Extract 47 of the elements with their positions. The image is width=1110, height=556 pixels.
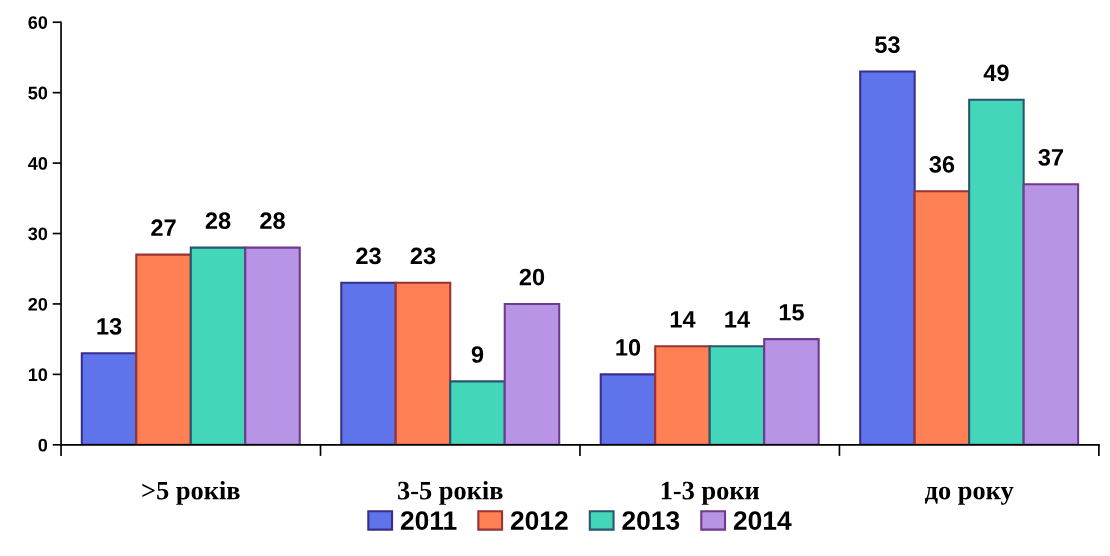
data-label: 13: [97, 317, 122, 335]
legend-label: 2012: [510, 511, 568, 530]
y-tick-label: 60: [28, 16, 48, 29]
data-label: 28: [205, 212, 231, 230]
data-label: 20: [519, 268, 545, 286]
data-label: 15: [779, 304, 804, 321]
legend-label: 2011: [400, 511, 457, 530]
x-tick-label: 1-3 роки: [661, 481, 760, 505]
data-label: 27: [151, 219, 176, 236]
x-tick-label: 3-5 років: [398, 480, 503, 505]
y-tick-label: 30: [28, 227, 48, 241]
bar: [394, 281, 452, 445]
bar: [654, 345, 711, 445]
data-label: 28: [260, 212, 285, 230]
bar: [449, 380, 506, 445]
bar: [80, 352, 138, 445]
y-tick-label: 40: [28, 157, 48, 170]
bar: [913, 190, 971, 445]
data-label: 23: [410, 247, 436, 265]
y-tick-label: 20: [28, 297, 48, 311]
bar: [859, 70, 916, 445]
bar: [708, 345, 766, 445]
bar: [135, 253, 192, 445]
legend-label: 2014: [733, 511, 792, 530]
y-tick-label: 50: [28, 86, 48, 100]
data-label: 23: [356, 247, 381, 265]
bar: [189, 246, 247, 445]
data-label: 37: [1038, 148, 1063, 166]
legend-label: 2013: [622, 511, 680, 530]
y-tick-label: 10: [28, 368, 48, 382]
bar: [1022, 183, 1080, 445]
x-tick-label: >5 років: [142, 480, 240, 505]
bar: [968, 98, 1025, 445]
data-label: 9: [471, 346, 484, 363]
data-label: 10: [616, 339, 641, 356]
data-label: 36: [929, 155, 955, 173]
bar: [763, 338, 820, 445]
bar: [244, 246, 301, 445]
bar: [599, 373, 657, 445]
bar: [340, 281, 397, 445]
bar: [503, 302, 561, 445]
data-label: 53: [875, 36, 900, 54]
x-tick-label: до року: [924, 486, 1014, 505]
data-label: 49: [983, 64, 1009, 82]
data-label: 14: [670, 311, 696, 328]
y-tick-label: 0: [38, 438, 48, 452]
data-label: 14: [725, 311, 750, 328]
